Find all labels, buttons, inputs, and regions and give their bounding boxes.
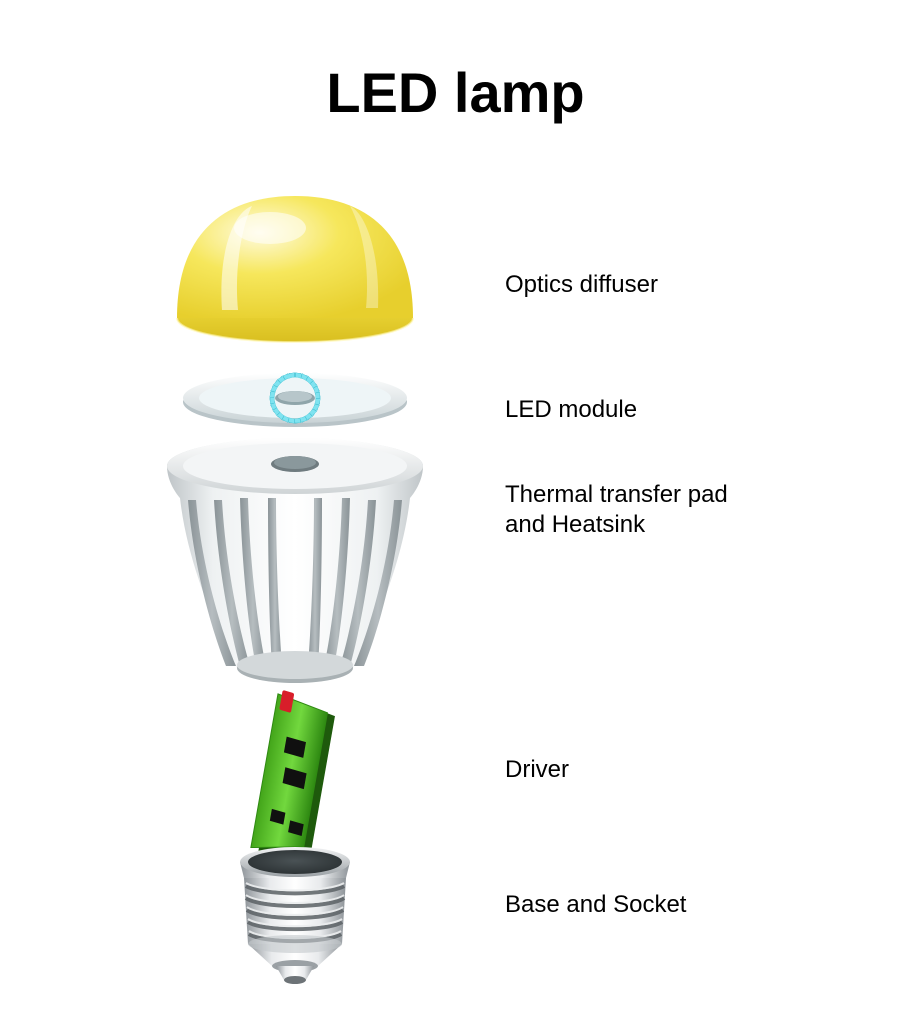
part-heatsink bbox=[167, 438, 423, 683]
part-led-module bbox=[183, 373, 407, 427]
lamp-illustration bbox=[0, 0, 911, 1024]
part-diffuser bbox=[177, 196, 413, 342]
diagram-canvas: LED lamp Optics diffuser LED module Ther… bbox=[0, 0, 911, 1024]
part-driver bbox=[251, 689, 338, 860]
part-base bbox=[240, 847, 350, 984]
